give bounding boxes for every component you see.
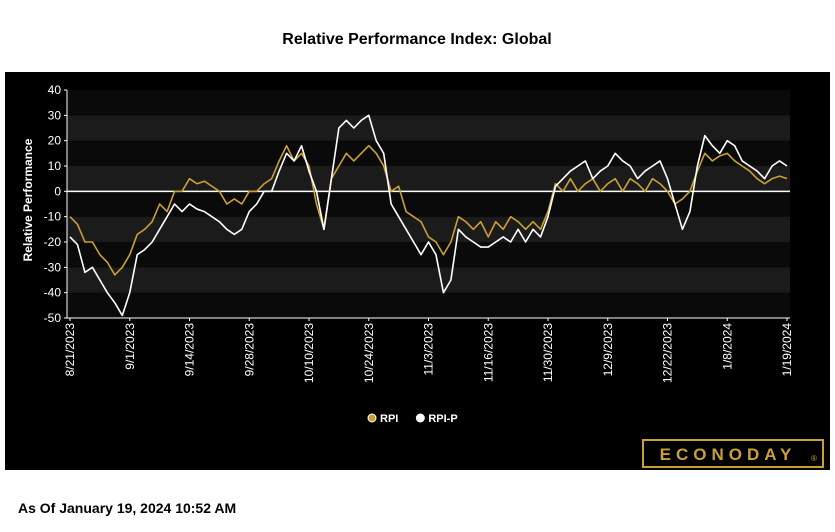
- y-tick-label: -40: [44, 286, 62, 300]
- y-tick-label: 10: [48, 159, 62, 173]
- series-line: [69, 114, 788, 317]
- x-tick-label: 10/10/2023: [302, 323, 316, 383]
- grid-band: [67, 242, 790, 268]
- x-tick-label: 9/28/2023: [242, 323, 256, 377]
- logo: ECONODAY ®: [642, 439, 824, 468]
- y-axis-label: Relative Performance: [21, 138, 35, 261]
- legend-swatch: [415, 413, 425, 423]
- grid-band: [67, 90, 790, 116]
- legend: RPI RPI-P: [367, 413, 458, 425]
- y-tick-label: 0: [54, 184, 61, 198]
- x-tick-label: 9/14/2023: [183, 323, 197, 377]
- grid-band: [67, 216, 790, 242]
- legend-label: RPI: [380, 413, 398, 425]
- chart-title: Relative Performance Index: Global: [282, 31, 551, 48]
- y-tick-label: 20: [48, 134, 62, 148]
- logo-box: [642, 439, 824, 468]
- footer-timestamp: As Of January 19, 2024 10:52 AM: [18, 500, 236, 516]
- plot-area: -50 -40 -30 -20 -10 0 10 20 30 40 8/21/2023 9/1/202…: [44, 83, 794, 383]
- x-tick-label: 1/19/2024: [780, 323, 794, 377]
- y-tick-label: -10: [44, 210, 62, 224]
- x-tick-label: 11/16/2023: [481, 323, 495, 382]
- grid-band: [67, 115, 790, 141]
- y-tick-label: -20: [44, 235, 62, 249]
- y-tick-label: -30: [44, 260, 62, 274]
- grid-band: [67, 166, 790, 192]
- y-tick-label: 30: [48, 108, 62, 122]
- grid-band: [67, 140, 790, 166]
- series-line: [69, 144, 788, 276]
- x-tick-label: 10/24/2023: [362, 323, 376, 383]
- x-tick-label: 12/9/2023: [601, 323, 615, 377]
- logo-mark: ®: [811, 454, 817, 463]
- x-tick-label: 8/21/2023: [63, 323, 77, 377]
- grid-band: [67, 267, 790, 293]
- legend-swatch: [367, 413, 377, 423]
- y-tick-label: -50: [44, 311, 62, 325]
- x-tick-label: 11/30/2023: [541, 323, 555, 382]
- logo-text: ECONODAY: [660, 445, 797, 464]
- y-tick-label: 40: [48, 83, 62, 97]
- x-tick-label: 12/22/2023: [661, 323, 675, 383]
- x-tick-label: 11/3/2023: [422, 323, 436, 376]
- legend-label: RPI-P: [428, 413, 457, 425]
- x-tick-label: 1/8/2024: [720, 323, 734, 370]
- grid-band: [67, 292, 790, 318]
- x-tick-label: 9/1/2023: [123, 323, 137, 370]
